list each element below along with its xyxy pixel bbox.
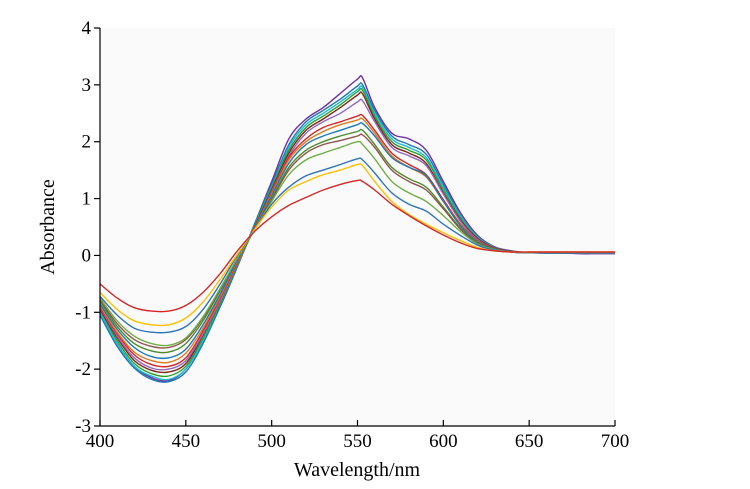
x-tick-label: 650 (515, 431, 544, 452)
x-axis-title: Wavelength/nm (294, 459, 421, 481)
x-tick-label: 700 (601, 431, 630, 452)
y-tick-label: 2 (82, 132, 92, 153)
y-tick-label: 0 (82, 245, 92, 266)
series-layer (99, 74, 615, 383)
ticks-layer: 400 450 500 550 600 650 700 -3 -2 -1 0 1 2 3 4 (75, 18, 629, 452)
series-line-15 (99, 179, 615, 313)
x-tick-label: 600 (429, 431, 458, 452)
x-tick-label: 450 (172, 431, 201, 452)
x-tick-label: 400 (86, 431, 115, 452)
y-tick-label: -3 (75, 416, 91, 437)
y-tick-label: 4 (82, 18, 92, 39)
x-tick-label: 500 (257, 431, 286, 452)
y-tick-label: 1 (82, 189, 92, 210)
y-tick-label: 3 (82, 75, 92, 96)
y-tick-label: -1 (75, 302, 91, 323)
y-tick-label: -2 (75, 359, 91, 380)
x-tick-label: 550 (343, 431, 372, 452)
y-axis-title: Absorbance (37, 179, 59, 275)
